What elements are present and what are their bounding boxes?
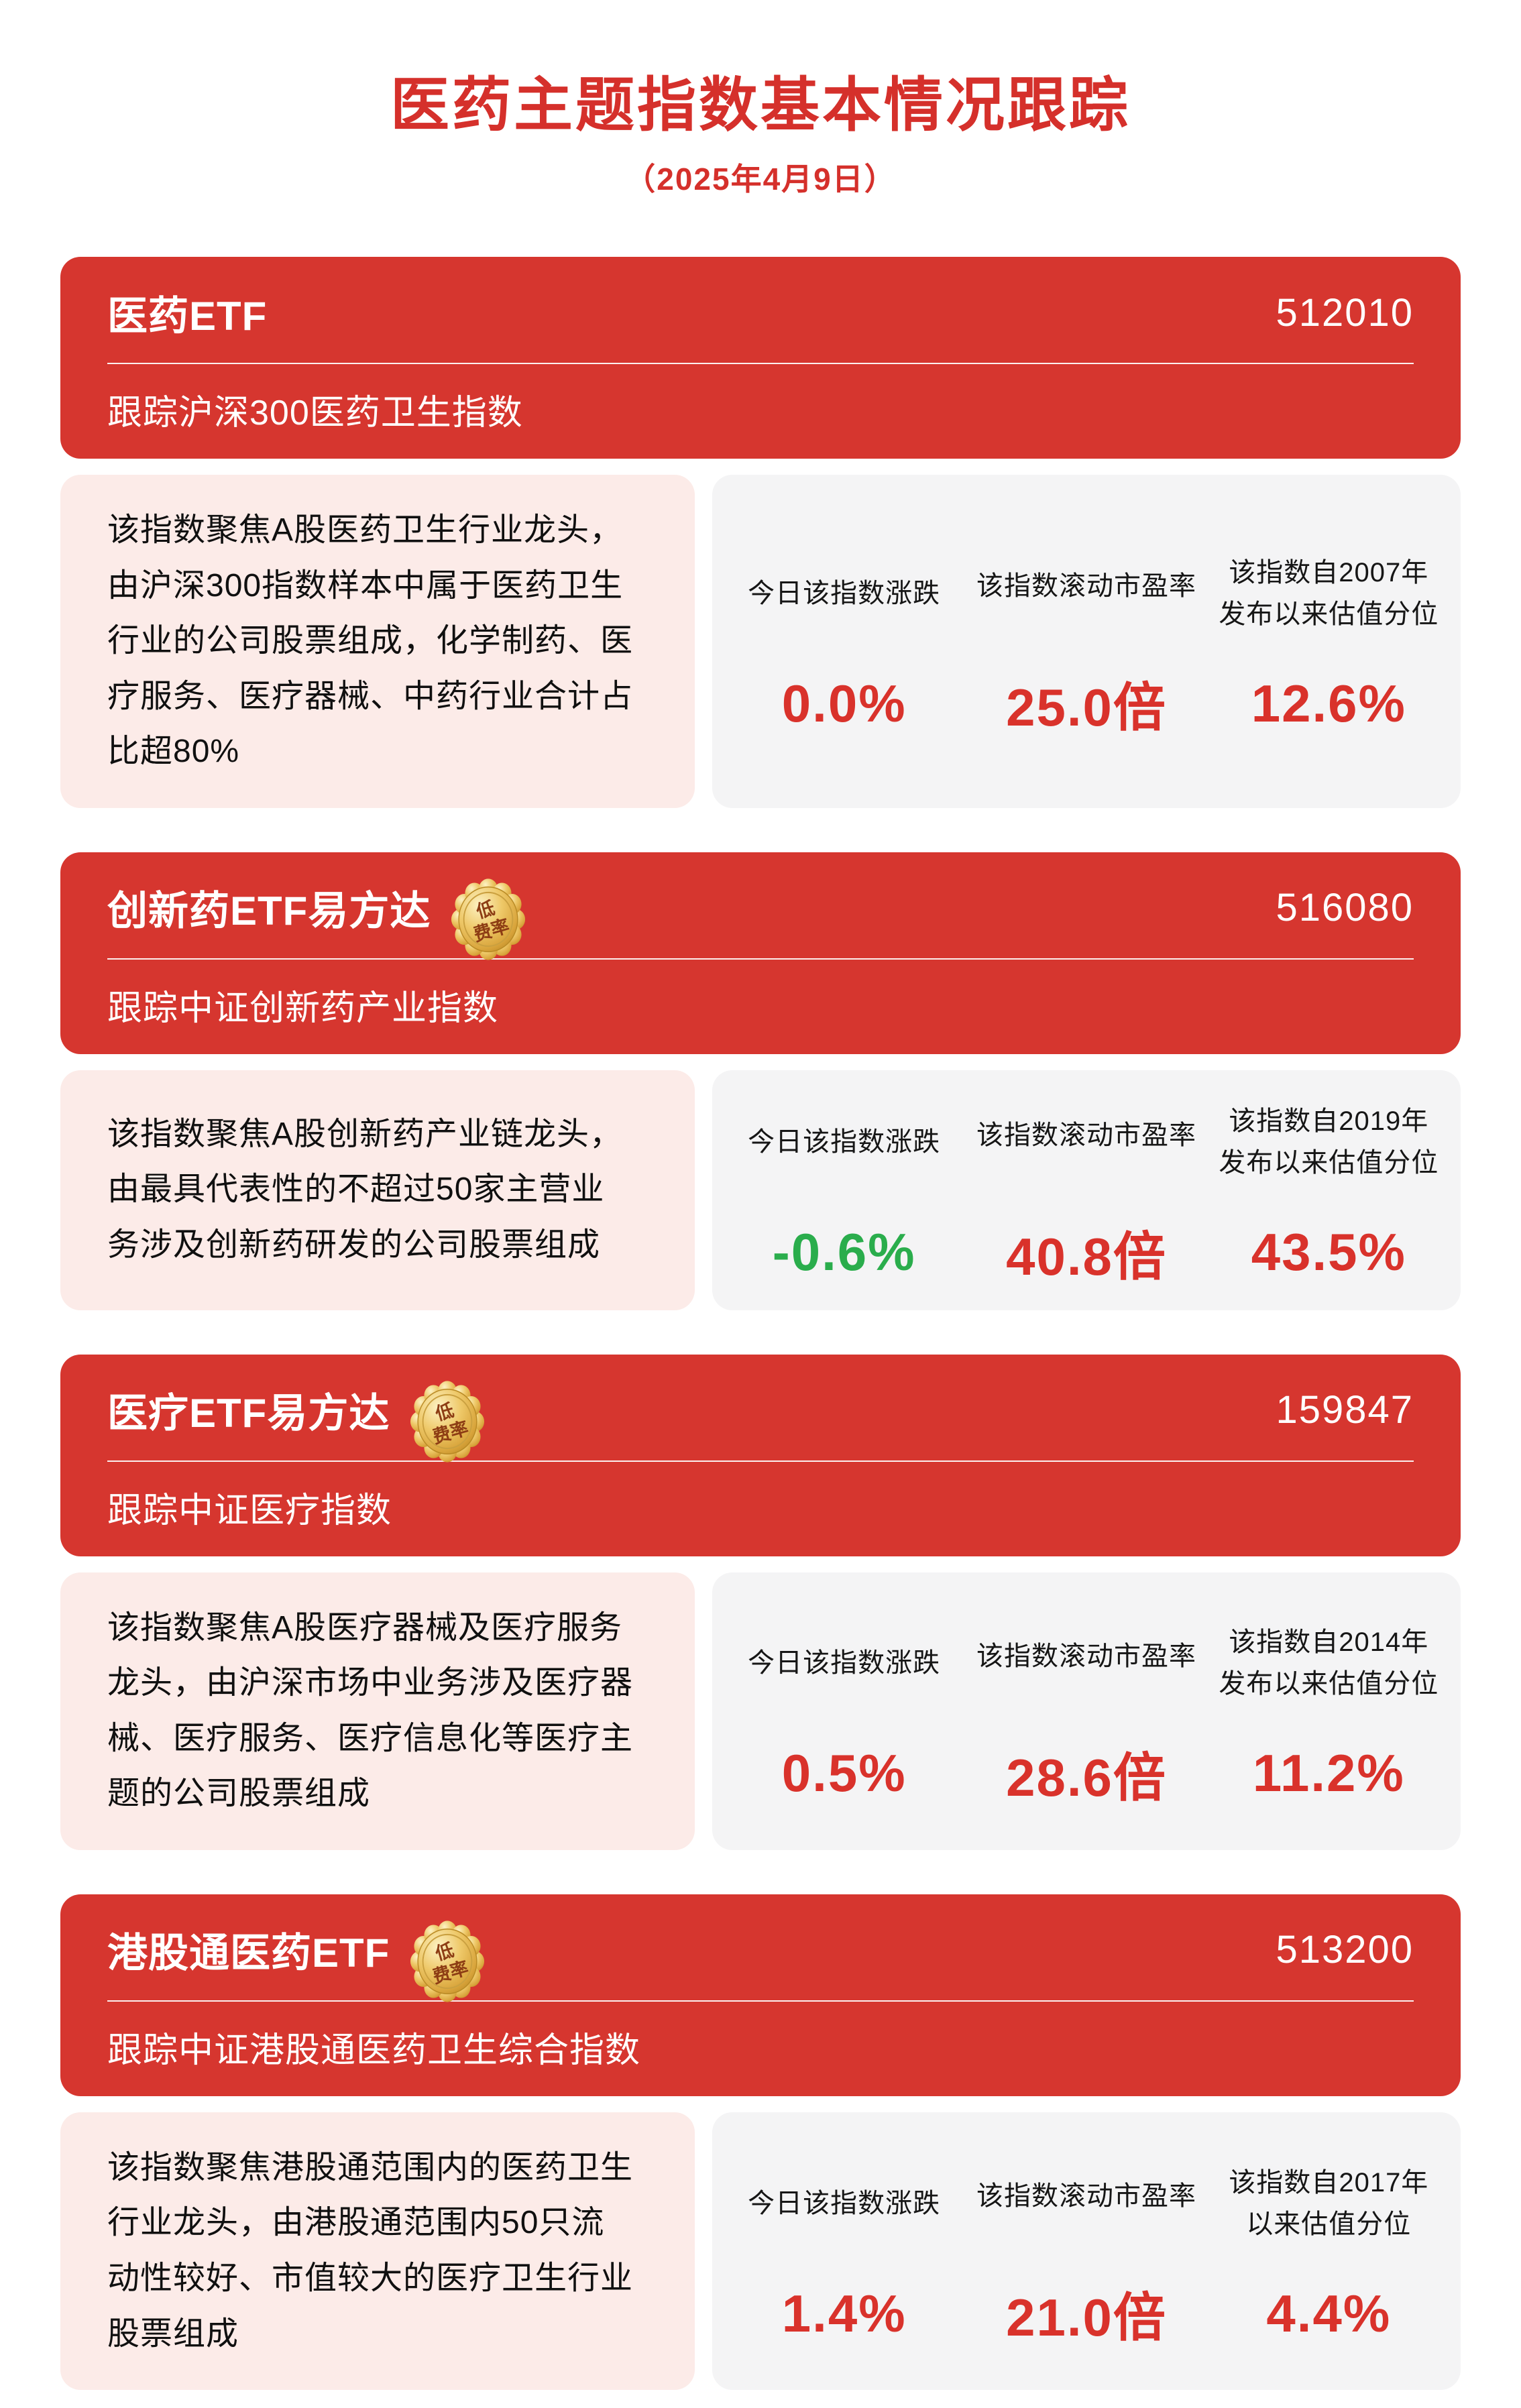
- metric-value: 43.5%: [1251, 1222, 1406, 1282]
- metric-value: 11.2%: [1252, 1743, 1405, 1803]
- metric-label-line1: 该指数自2007年: [1229, 557, 1429, 587]
- card-title-row: 医疗ETF易方达: [107, 1375, 1414, 1463]
- fund-code: 159847: [1276, 1388, 1414, 1432]
- metric-daily-change: 今日该指数涨跌 -0.6%: [723, 1090, 965, 1290]
- metric-label: 今日该指数涨跌: [748, 1648, 941, 1678]
- metric-label-line1: 该指数自2017年: [1229, 2167, 1429, 2197]
- fund-code: 512010: [1276, 290, 1414, 335]
- etf-card: 医疗ETF易方达: [60, 1354, 1461, 1850]
- index-description: 该指数聚焦A股医药卫生行业龙头，由沪深300指数样本中属于医药卫生行业的公司股票…: [60, 475, 695, 808]
- metric-label-line2: 以来估值分位: [1246, 2209, 1412, 2239]
- metric-label-line2: 发布以来估值分位: [1219, 1669, 1439, 1699]
- card-title-row: 医药ETF 512010: [107, 277, 1414, 348]
- metric-label-line1: 该指数自2014年: [1229, 1627, 1429, 1658]
- metric-value: 4.4%: [1266, 2283, 1392, 2343]
- card-header: 港股通医药ETF: [60, 1894, 1461, 2096]
- fund-code: 513200: [1276, 1928, 1414, 1972]
- metric-valuation-percentile: 该指数自2019年 发布以来估值分位 43.5%: [1208, 1090, 1450, 1290]
- divider: [107, 1460, 1414, 1462]
- metric-value: 12.6%: [1251, 673, 1406, 733]
- metrics-panel: 今日该指数涨跌 0.0% 该指数滚动市盈率 25.0倍 该指数自2007年 发布…: [712, 475, 1461, 808]
- metric-pe-ttm: 该指数滚动市盈率 28.6倍: [965, 1593, 1207, 1830]
- divider: [107, 2000, 1414, 2002]
- metric-valuation-percentile: 该指数自2017年 以来估值分位 4.4%: [1208, 2132, 1450, 2370]
- metrics-panel: 今日该指数涨跌 1.4% 该指数滚动市盈率 21.0倍 该指数自2017年 以来…: [712, 2112, 1461, 2391]
- etf-card: 医药ETF 512010 跟踪沪深300医药卫生指数 该指数聚焦A股医药卫生行业…: [60, 257, 1461, 808]
- metric-value: 28.6倍: [1006, 1747, 1167, 1807]
- etf-card: 港股通医药ETF: [60, 1894, 1461, 2391]
- low-fee-badge-icon: 低 费率: [410, 1915, 485, 2008]
- metric-label-line1: 该指数自2019年: [1229, 1106, 1429, 1137]
- metric-valuation-percentile: 该指数自2014年 发布以来估值分位 11.2%: [1208, 1593, 1450, 1830]
- page-subtitle: （2025年4月9日）: [624, 162, 897, 196]
- card-title-row: 创新药ETF易方达: [107, 872, 1414, 960]
- metric-label: 今日该指数涨跌: [748, 1127, 941, 1157]
- fund-name: 医药ETF: [107, 293, 268, 339]
- metric-value: 0.5%: [781, 1743, 907, 1803]
- card-header: 医药ETF 512010 跟踪沪深300医药卫生指数: [60, 257, 1461, 459]
- etf-card: 创新药ETF易方达: [60, 852, 1461, 1310]
- tracked-index-label: 跟踪中证医疗指数: [107, 1491, 392, 1530]
- metric-pe-ttm: 该指数滚动市盈率 21.0倍: [965, 2132, 1207, 2370]
- metric-value: 1.4%: [781, 2283, 907, 2343]
- index-description: 该指数聚焦港股通范围内的医药卫生行业龙头，由港股通范围内50只流动性较好、市值较…: [60, 2112, 695, 2391]
- metric-label: 今日该指数涨跌: [748, 2188, 941, 2218]
- card-body: 该指数聚焦A股医药卫生行业龙头，由沪深300指数样本中属于医药卫生行业的公司股票…: [60, 475, 1461, 808]
- card-header: 医疗ETF易方达: [60, 1354, 1461, 1556]
- metric-valuation-percentile: 该指数自2007年 发布以来估值分位 12.6%: [1208, 495, 1450, 788]
- metric-value: 21.0倍: [1006, 2288, 1167, 2348]
- metric-value: -0.6%: [772, 1222, 916, 1282]
- fund-name: 港股通医药ETF: [107, 1931, 390, 1976]
- metric-pe-ttm: 该指数滚动市盈率 40.8倍: [965, 1090, 1207, 1290]
- card-body: 该指数聚焦A股创新药产业链龙头，由最具代表性的不超过50家主营业务涉及创新药研发…: [60, 1070, 1461, 1310]
- metrics-panel: 今日该指数涨跌 -0.6% 该指数滚动市盈率 40.8倍 该指数自2019年 发…: [712, 1070, 1461, 1310]
- card-body: 该指数聚焦港股通范围内的医药卫生行业龙头，由港股通范围内50只流动性较好、市值较…: [60, 2112, 1461, 2391]
- card-body: 该指数聚焦A股医疗器械及医疗服务龙头，由沪深市场中业务涉及医疗器械、医疗服务、医…: [60, 1572, 1461, 1850]
- card-header: 创新药ETF易方达: [60, 852, 1461, 1054]
- metric-daily-change: 今日该指数涨跌 0.5%: [723, 1593, 965, 1830]
- metric-label-line2: 发布以来估值分位: [1219, 599, 1439, 629]
- metric-label: 该指数滚动市盈率: [976, 1641, 1196, 1671]
- index-description: 该指数聚焦A股医疗器械及医疗服务龙头，由沪深市场中业务涉及医疗器械、医疗服务、医…: [60, 1572, 695, 1850]
- metric-value: 25.0倍: [1006, 678, 1167, 738]
- metric-value: 40.8倍: [1006, 1226, 1167, 1286]
- fund-code: 516080: [1276, 886, 1414, 930]
- metrics-panel: 今日该指数涨跌 0.5% 该指数滚动市盈率 28.6倍 该指数自2014年 发布…: [712, 1572, 1461, 1850]
- page-title: 医药主题指数基本情况跟踪: [390, 72, 1131, 138]
- metric-pe-ttm: 该指数滚动市盈率 25.0倍: [965, 495, 1207, 788]
- tracked-index-label: 跟踪沪深300医药卫生指数: [107, 394, 523, 433]
- low-fee-badge-icon: 低 费率: [410, 1375, 485, 1468]
- divider: [107, 958, 1414, 960]
- metric-label-line2: 发布以来估值分位: [1219, 1148, 1439, 1178]
- fund-name: 创新药ETF易方达: [107, 888, 431, 934]
- metric-label: 该指数滚动市盈率: [976, 2181, 1196, 2212]
- card-title-row: 港股通医药ETF: [107, 1914, 1414, 2002]
- tracked-index-label: 跟踪中证创新药产业指数: [107, 988, 499, 1028]
- divider: [107, 363, 1414, 364]
- metric-label: 该指数滚动市盈率: [976, 1120, 1196, 1150]
- metric-label: 该指数滚动市盈率: [976, 571, 1196, 601]
- fund-name: 医疗ETF易方达: [107, 1391, 390, 1436]
- metric-daily-change: 今日该指数涨跌 0.0%: [723, 495, 965, 788]
- index-description: 该指数聚焦A股创新药产业链龙头，由最具代表性的不超过50家主营业务涉及创新药研发…: [60, 1070, 695, 1310]
- low-fee-badge-icon: 低 费率: [451, 873, 526, 966]
- metric-value: 0.0%: [781, 673, 907, 733]
- tracked-index-label: 跟踪中证港股通医药卫生综合指数: [107, 2030, 641, 2070]
- metric-label: 今日该指数涨跌: [748, 578, 941, 608]
- metric-daily-change: 今日该指数涨跌 1.4%: [723, 2132, 965, 2370]
